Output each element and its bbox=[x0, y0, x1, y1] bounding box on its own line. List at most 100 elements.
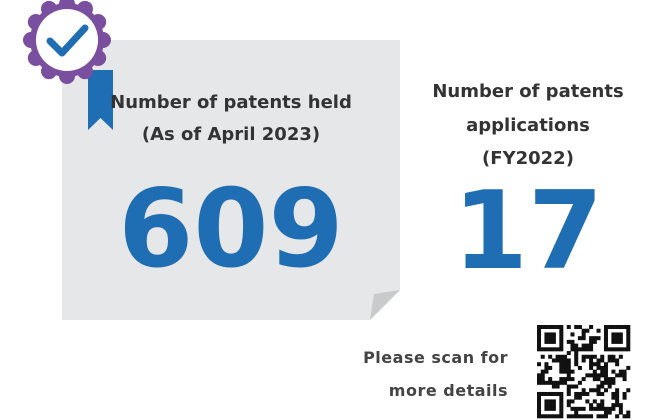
qr-module bbox=[618, 354, 623, 359]
qr-module bbox=[615, 395, 620, 400]
qr-module bbox=[581, 406, 586, 411]
qr-module bbox=[581, 388, 586, 393]
qr-module bbox=[611, 336, 616, 341]
qr-module bbox=[570, 384, 575, 389]
qr-module bbox=[570, 339, 575, 344]
qr-module bbox=[577, 414, 582, 419]
qr-module bbox=[551, 339, 556, 344]
qr-module bbox=[559, 339, 564, 344]
qr-module bbox=[559, 406, 564, 411]
qr-module bbox=[537, 362, 542, 367]
qr-module bbox=[603, 369, 608, 374]
qr-module bbox=[592, 362, 597, 367]
qr-module bbox=[589, 406, 594, 411]
qr-module bbox=[551, 414, 556, 419]
qr-module bbox=[618, 332, 623, 337]
qr-module bbox=[551, 332, 556, 337]
qr-module bbox=[607, 384, 612, 389]
qr-module bbox=[555, 354, 560, 359]
qr-module bbox=[596, 384, 601, 389]
qr-module bbox=[566, 377, 571, 382]
qr-module bbox=[559, 358, 564, 363]
qr-module bbox=[574, 406, 579, 411]
qr-module bbox=[611, 347, 616, 352]
qr-module bbox=[544, 403, 549, 408]
qr-module bbox=[548, 336, 553, 341]
qr-module bbox=[615, 358, 620, 363]
qr-module bbox=[618, 339, 623, 344]
qr-module bbox=[559, 403, 564, 408]
qr-module bbox=[555, 347, 560, 352]
qr-module bbox=[574, 358, 579, 363]
qr-module bbox=[585, 414, 590, 419]
qr-module bbox=[559, 347, 564, 352]
applications-label: applications bbox=[466, 115, 590, 136]
qr-module bbox=[559, 362, 564, 367]
qr-module bbox=[600, 358, 605, 363]
qr-module bbox=[577, 380, 582, 385]
qr-module bbox=[559, 377, 564, 382]
qr-module bbox=[548, 339, 553, 344]
qr-module bbox=[615, 339, 620, 344]
qr-module bbox=[603, 328, 608, 333]
qr-module bbox=[622, 325, 627, 330]
qr-module bbox=[574, 325, 579, 330]
qr-module bbox=[540, 373, 545, 378]
qr-module bbox=[551, 391, 556, 396]
qr-module bbox=[537, 414, 542, 419]
qr-module bbox=[548, 332, 553, 337]
qr-module bbox=[559, 332, 564, 337]
qr-module bbox=[615, 373, 620, 378]
held-label: Number of patents held bbox=[110, 92, 352, 113]
badge-bump bbox=[59, 0, 75, 12]
held-value: 609 bbox=[118, 167, 343, 292]
qr-module bbox=[581, 354, 586, 359]
qr-module bbox=[603, 365, 608, 370]
qr-module bbox=[548, 325, 553, 330]
qr-module bbox=[581, 391, 586, 396]
qr-module bbox=[596, 388, 601, 393]
qr-module bbox=[566, 339, 571, 344]
qr-module bbox=[607, 377, 612, 382]
qr-module bbox=[626, 332, 631, 337]
qr-module bbox=[618, 403, 623, 408]
applications-value: 17 bbox=[453, 169, 603, 294]
qr-module bbox=[544, 406, 549, 411]
qr-module bbox=[600, 384, 605, 389]
qr-module bbox=[574, 354, 579, 359]
qr-module bbox=[574, 362, 579, 367]
qr-module bbox=[618, 406, 623, 411]
qr-module bbox=[559, 328, 564, 333]
qr-module bbox=[581, 414, 586, 419]
qr-module bbox=[559, 380, 564, 385]
qr-module bbox=[596, 406, 601, 411]
qr-module bbox=[611, 377, 616, 382]
badge-bump bbox=[95, 32, 111, 48]
qr-module bbox=[603, 343, 608, 348]
qr-module bbox=[581, 332, 586, 337]
qr-module bbox=[626, 365, 631, 370]
qr-module bbox=[589, 403, 594, 408]
qr-module bbox=[589, 336, 594, 341]
qr-module bbox=[544, 399, 549, 404]
badge-bump bbox=[59, 68, 75, 84]
qr-module bbox=[566, 365, 571, 370]
held-label: (As of April 2023) bbox=[142, 124, 320, 145]
qr-module bbox=[592, 399, 597, 404]
qr-module bbox=[581, 336, 586, 341]
qr-module bbox=[589, 414, 594, 419]
qr-module bbox=[603, 339, 608, 344]
qr-module bbox=[603, 336, 608, 341]
qr-module bbox=[603, 373, 608, 378]
qr-module bbox=[581, 347, 586, 352]
qr-module bbox=[596, 365, 601, 370]
qr-module bbox=[592, 373, 597, 378]
qr-module bbox=[607, 380, 612, 385]
qr-module bbox=[563, 354, 568, 359]
qr-module bbox=[563, 362, 568, 367]
qr-module bbox=[603, 380, 608, 385]
qr-module bbox=[615, 388, 620, 393]
qr-module bbox=[618, 325, 623, 330]
qr-module bbox=[577, 391, 582, 396]
